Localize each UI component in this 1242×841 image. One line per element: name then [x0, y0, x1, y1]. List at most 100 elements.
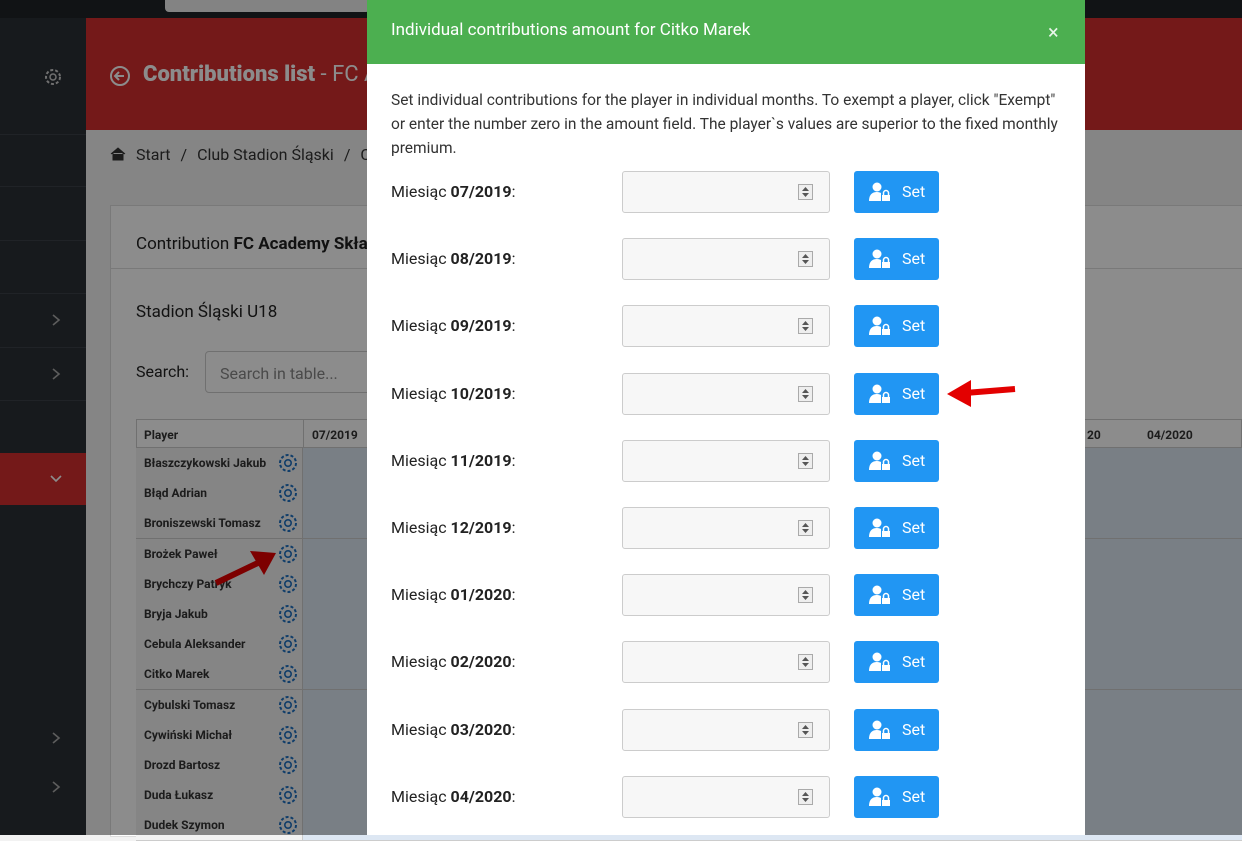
- player-settings-icon[interactable]: [277, 724, 299, 746]
- player-name: Cywiński Michał: [144, 727, 233, 742]
- set-button[interactable]: Set: [854, 641, 939, 684]
- column-header[interactable]: Player: [144, 428, 179, 442]
- modal: Individual contributions amount for Citk…: [367, 0, 1085, 835]
- amount-input[interactable]: [622, 574, 830, 617]
- player-cell: Duda Łukasz: [136, 780, 303, 811]
- user-lock-icon: [869, 652, 890, 672]
- month-value: 09/2019: [450, 316, 512, 336]
- chevron[interactable]: [50, 731, 62, 745]
- player-settings-icon[interactable]: [277, 663, 299, 685]
- set-button[interactable]: Set: [854, 171, 939, 213]
- month-colon: :: [511, 652, 516, 672]
- close-button[interactable]: ×: [1048, 20, 1059, 44]
- month-label: Miesiąc 10/2019:: [391, 384, 515, 403]
- set-button[interactable]: Set: [854, 238, 939, 281]
- set-button[interactable]: Set: [854, 507, 939, 549]
- amount-input[interactable]: [622, 775, 830, 818]
- player-settings-icon[interactable]: [277, 482, 299, 504]
- spinner-arrows: [802, 791, 809, 802]
- player-settings-icon[interactable]: [277, 512, 299, 534]
- month-value: 12/2019: [450, 518, 512, 537]
- amount-input[interactable]: [622, 708, 830, 751]
- set-button[interactable]: Set: [854, 775, 939, 818]
- chevron[interactable]: [50, 313, 62, 327]
- player-name: Dudek Szymon: [144, 818, 225, 833]
- spinner[interactable]: [798, 385, 813, 402]
- player-settings-icon[interactable]: [277, 452, 299, 474]
- player-settings-icon[interactable]: [277, 814, 299, 836]
- user-lock-icon: [869, 720, 890, 739]
- month-value: 03/2020: [450, 719, 512, 739]
- month-prefix: Miesiąc: [391, 182, 447, 201]
- month-label: Miesiąc 11/2019:: [391, 451, 515, 470]
- user-lock-icon: [869, 316, 890, 336]
- chevron[interactable]: [50, 367, 62, 381]
- player-settings-icon[interactable]: [277, 784, 299, 806]
- crumb[interactable]: C: [360, 145, 371, 164]
- amount-input[interactable]: [622, 238, 830, 281]
- home-icon: [110, 147, 126, 161]
- set-button[interactable]: Set: [854, 305, 939, 348]
- month-colon: :: [511, 719, 516, 739]
- month-label: Miesiąc 01/2020:: [391, 585, 515, 604]
- set-button-label: Set: [902, 585, 926, 605]
- amount-input[interactable]: [622, 171, 830, 213]
- active-menu-item[interactable]: [0, 453, 86, 505]
- player-settings-icon[interactable]: [277, 754, 299, 776]
- spinner[interactable]: [798, 452, 813, 469]
- spinner[interactable]: [798, 721, 813, 738]
- crumb-separator: /: [343, 145, 351, 164]
- amount-input[interactable]: [622, 439, 830, 482]
- amount-input[interactable]: [622, 641, 830, 684]
- month-value: 04/2020: [450, 786, 512, 806]
- set-button[interactable]: Set: [854, 439, 939, 482]
- back-icon[interactable]: [109, 65, 131, 87]
- column-header[interactable]: 04/2020: [1147, 428, 1193, 442]
- set-button-label: Set: [902, 719, 926, 739]
- top-search[interactable]: [165, 0, 370, 12]
- month-label: Miesiąc 09/2019:: [391, 316, 515, 335]
- set-button-label: Set: [902, 383, 926, 403]
- user-lock-icon: [869, 384, 890, 403]
- amount-input[interactable]: [622, 507, 830, 549]
- chevron[interactable]: [50, 780, 62, 794]
- spinner[interactable]: [798, 654, 813, 671]
- crumb[interactable]: Start: [136, 145, 171, 164]
- spinner-arrows: [802, 724, 809, 735]
- set-button[interactable]: Set: [854, 708, 939, 751]
- player-settings-icon[interactable]: [277, 543, 299, 565]
- amount-input[interactable]: [622, 372, 830, 415]
- spinner[interactable]: [798, 318, 813, 335]
- player-settings-icon[interactable]: [277, 573, 299, 595]
- month-label: Miesiąc 04/2020:: [391, 787, 515, 806]
- player-cell: Cywiński Michał: [136, 719, 303, 750]
- divider: [303, 420, 304, 448]
- set-button[interactable]: Set: [854, 574, 939, 617]
- spinner[interactable]: [798, 251, 813, 268]
- crumb[interactable]: Club Stadion Śląski: [197, 145, 334, 164]
- user-lock-icon: [869, 249, 890, 269]
- player-settings-icon[interactable]: [277, 694, 299, 716]
- spinner[interactable]: [798, 587, 813, 604]
- month-prefix: Miesiąc: [391, 719, 447, 739]
- player-name: Błaszczykowski Jakub: [144, 456, 267, 470]
- divider: [0, 134, 86, 135]
- player-cell: Bryja Jakub: [136, 599, 303, 629]
- player-settings-icon[interactable]: [277, 603, 299, 625]
- spinner[interactable]: [798, 520, 813, 536]
- spinner-arrows: [802, 388, 809, 399]
- amount-input[interactable]: [622, 305, 830, 348]
- month-colon: :: [511, 786, 516, 806]
- spinner[interactable]: [798, 788, 813, 805]
- set-button[interactable]: Set: [854, 372, 939, 415]
- player-settings-icon[interactable]: [277, 633, 299, 655]
- spinner[interactable]: [798, 184, 813, 200]
- column-header[interactable]: 07/2019: [312, 428, 358, 442]
- card-title: Contribution FC Academy Skła: [136, 234, 368, 254]
- settings-icon[interactable]: [42, 66, 64, 88]
- card-title-bold: FC Academy Skła: [233, 234, 368, 254]
- spinner-arrows: [802, 657, 809, 668]
- player-cell: Citko Marek: [136, 659, 303, 690]
- column-header[interactable]: 20: [1087, 428, 1101, 442]
